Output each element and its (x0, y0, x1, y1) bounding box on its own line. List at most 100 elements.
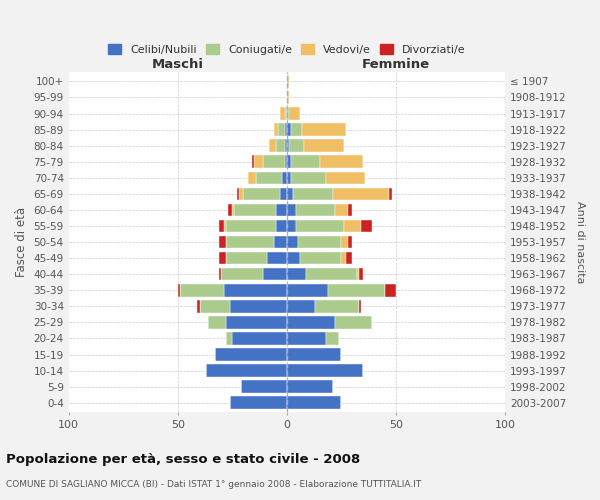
Bar (248, 172, 256, 184)
Bar (287, 124, 291, 136)
Text: COMUNE DI SAGLIANO MICCA (BI) - Dati ISTAT 1° gennaio 2008 - Elaborazione TUTTIT: COMUNE DI SAGLIANO MICCA (BI) - Dati IST… (6, 480, 421, 489)
Bar (219, 252, 226, 264)
Bar (287, 268, 307, 280)
Bar (267, 252, 287, 264)
Bar (287, 140, 289, 152)
Bar (284, 108, 287, 120)
Bar (298, 236, 341, 248)
Bar (289, 108, 300, 120)
Bar (226, 252, 267, 264)
Bar (243, 188, 280, 200)
Bar (287, 284, 328, 296)
Bar (341, 236, 348, 248)
Bar (332, 188, 389, 200)
Bar (287, 220, 296, 232)
Bar (256, 172, 283, 184)
Bar (226, 236, 274, 248)
Bar (287, 252, 300, 264)
Bar (226, 220, 276, 232)
Bar (302, 124, 346, 136)
Bar (254, 156, 263, 168)
Bar (291, 124, 302, 136)
Bar (221, 268, 263, 280)
Bar (263, 156, 284, 168)
Bar (263, 268, 287, 280)
Bar (315, 300, 359, 312)
Bar (389, 188, 392, 200)
Bar (280, 188, 287, 200)
Bar (197, 300, 200, 312)
Bar (320, 156, 363, 168)
Bar (385, 284, 396, 296)
Bar (287, 332, 326, 344)
Bar (224, 220, 226, 232)
Bar (287, 380, 332, 393)
Bar (326, 332, 339, 344)
Bar (178, 284, 180, 296)
Bar (228, 204, 232, 216)
Y-axis label: Anni di nascita: Anni di nascita (575, 201, 585, 283)
Y-axis label: Fasce di età: Fasce di età (15, 207, 28, 277)
Bar (252, 156, 254, 168)
Bar (287, 172, 291, 184)
Bar (304, 140, 344, 152)
Bar (326, 172, 365, 184)
Bar (335, 316, 372, 328)
Bar (226, 332, 232, 344)
Bar (293, 188, 332, 200)
Bar (348, 236, 352, 248)
Bar (359, 300, 361, 312)
Bar (232, 204, 235, 216)
Legend: Celibi/Nubili, Coniugati/e, Vedovi/e, Divorziati/e: Celibi/Nubili, Coniugati/e, Vedovi/e, Di… (104, 40, 470, 59)
Bar (284, 140, 287, 152)
Bar (232, 332, 287, 344)
Bar (224, 284, 287, 296)
Bar (219, 220, 224, 232)
Bar (219, 268, 221, 280)
Bar (348, 204, 352, 216)
Bar (200, 300, 230, 312)
Bar (307, 268, 356, 280)
Bar (274, 124, 278, 136)
Bar (287, 188, 293, 200)
Bar (278, 124, 284, 136)
Bar (241, 380, 287, 393)
Bar (283, 172, 287, 184)
Bar (287, 300, 315, 312)
Bar (346, 252, 352, 264)
Bar (344, 220, 361, 232)
Bar (274, 236, 287, 248)
Bar (300, 252, 341, 264)
Bar (291, 172, 326, 184)
Bar (287, 91, 289, 104)
Bar (284, 124, 287, 136)
Bar (287, 348, 341, 361)
Text: Femmine: Femmine (362, 58, 430, 71)
Bar (287, 75, 289, 88)
Bar (361, 220, 372, 232)
Bar (296, 204, 335, 216)
Bar (287, 364, 363, 377)
Bar (236, 188, 239, 200)
Bar (287, 156, 291, 168)
Bar (219, 236, 226, 248)
Bar (289, 140, 304, 152)
Bar (328, 284, 385, 296)
Bar (287, 316, 335, 328)
Bar (239, 188, 243, 200)
Bar (230, 396, 287, 409)
Bar (269, 140, 276, 152)
Bar (180, 284, 224, 296)
Bar (284, 156, 287, 168)
Bar (287, 108, 289, 120)
Bar (291, 156, 320, 168)
Bar (276, 204, 287, 216)
Bar (287, 236, 298, 248)
Text: Maschi: Maschi (152, 58, 204, 71)
Bar (276, 220, 287, 232)
Bar (296, 220, 344, 232)
Bar (226, 316, 287, 328)
Bar (235, 204, 276, 216)
Bar (230, 300, 287, 312)
Bar (341, 252, 346, 264)
